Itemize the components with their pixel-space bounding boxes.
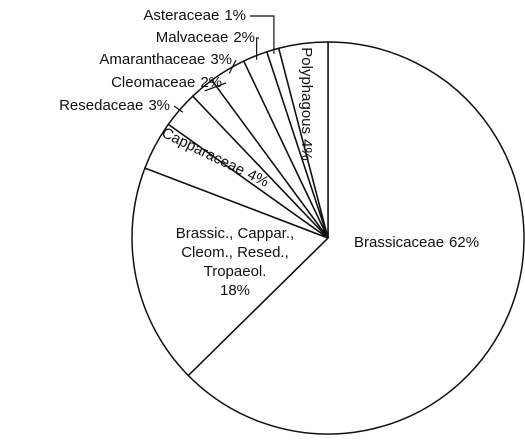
leader-line: [204, 82, 227, 92]
value-label: 2%: [233, 29, 255, 46]
leader-line: [228, 59, 237, 74]
leader-line: [256, 37, 259, 60]
value-label: 4%: [298, 139, 315, 161]
value-label: 62%: [449, 234, 479, 251]
leader-line: [250, 15, 275, 54]
slice-label: Cleomaceae 2%: [111, 74, 222, 91]
category-name: Brassic., Cappar., Cleom., Resed., Tropa…: [175, 225, 295, 280]
category-name: Resedaceae: [59, 97, 143, 114]
slice-label: Malvaceae 2%: [156, 29, 255, 46]
pie-slice: [277, 41, 329, 239]
value-label: 3%: [210, 51, 232, 68]
slice-label: Brassic., Cappar., Cleom., Resed., Tropa…: [160, 224, 310, 300]
category-name: Amaranthaceae: [99, 51, 205, 68]
category-name: Brassicaceae: [354, 234, 444, 251]
slice-label: Amaranthaceae 3%: [99, 51, 232, 68]
slice-label: Resedaceae 3%: [59, 97, 170, 114]
category-name: Cleomaceae: [111, 74, 195, 91]
pie-slice: [187, 41, 525, 435]
category-name: Asteraceae: [143, 7, 219, 24]
value-label: 3%: [148, 97, 170, 114]
category-name: Polyphagous: [298, 47, 315, 134]
value-label: 1%: [224, 7, 246, 24]
slice-label: Asteraceae 1%: [143, 7, 246, 24]
category-name: Malvaceae: [156, 29, 229, 46]
slice-label: Brassicaceae 62%: [354, 234, 479, 251]
value-label: 18%: [219, 282, 251, 299]
slice-label: Polyphagous 4%: [298, 47, 315, 160]
leader-line: [173, 105, 184, 113]
